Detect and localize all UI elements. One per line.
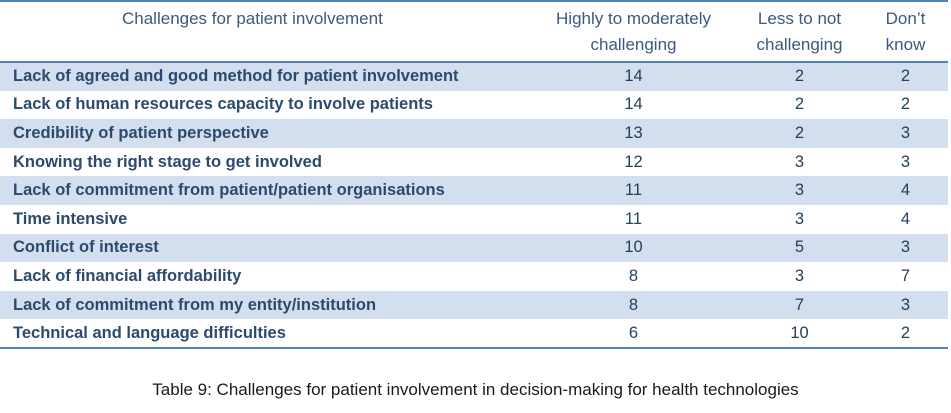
table-caption: Table 9: Challenges for patient involvem… (152, 380, 799, 399)
table-row: Knowing the right stage to get involved … (0, 148, 948, 177)
row-label: Lack of financial affordability (13, 266, 242, 285)
table-row: Lack of human resources capacity to invo… (0, 91, 948, 120)
table-row: Lack of agreed and good method for patie… (0, 62, 948, 91)
header-highly-challenging: Highly to moderately challenging (531, 1, 736, 62)
header-highly-line2: challenging (590, 35, 677, 54)
row-label: Lack of commitment from patient/patient … (13, 181, 445, 200)
challenges-table-container: Challenges for patient involvement Highl… (0, 1, 948, 348)
cell-less: 2 (794, 123, 805, 142)
row-label: Credibility of patient perspective (13, 123, 269, 142)
row-label: Conflict of interest (13, 238, 159, 257)
table-row: Lack of financial affordability 8 3 7 (0, 262, 948, 291)
cell-dont-know: 2 (900, 323, 911, 342)
table-row: Lack of commitment from patient/patient … (0, 176, 948, 205)
cell-less: 3 (794, 209, 805, 228)
header-challenges: Challenges for patient involvement (122, 9, 383, 28)
cell-less: 2 (794, 67, 805, 86)
header-dont-know-line2: know (885, 35, 926, 54)
cell-less: 3 (794, 152, 805, 171)
cell-less: 10 (790, 323, 809, 342)
cell-highly: 14 (624, 67, 643, 86)
cell-less: 7 (794, 295, 805, 314)
cell-highly: 14 (624, 95, 643, 114)
cell-dont-know: 3 (900, 123, 911, 142)
row-label: Lack of agreed and good method for patie… (13, 67, 459, 86)
table-body: Lack of agreed and good method for patie… (0, 62, 948, 348)
cell-highly: 11 (624, 209, 643, 228)
cell-less: 3 (794, 181, 805, 200)
header-less-line2: challenging (756, 35, 843, 54)
cell-dont-know: 2 (900, 95, 911, 114)
cell-highly: 10 (624, 238, 643, 257)
challenges-table: Challenges for patient involvement Highl… (0, 1, 948, 348)
cell-dont-know: 7 (900, 266, 911, 285)
header-dont-know: Don’t know (863, 1, 948, 62)
cell-highly: 8 (628, 295, 639, 314)
cell-dont-know: 4 (900, 181, 911, 200)
row-label: Lack of commitment from my entity/instit… (13, 295, 377, 314)
header-highly-line1: Highly to moderately (556, 9, 711, 28)
cell-less: 2 (794, 95, 805, 114)
row-label: Lack of human resources capacity to invo… (13, 95, 433, 114)
cell-dont-know: 3 (900, 152, 911, 171)
cell-dont-know: 2 (900, 67, 911, 86)
cell-dont-know: 3 (900, 238, 911, 257)
table-row: Technical and language difficulties 6 10… (0, 319, 948, 348)
row-label: Time intensive (13, 209, 128, 228)
table-header: Challenges for patient involvement Highl… (0, 1, 948, 62)
cell-highly: 8 (628, 266, 639, 285)
header-less-line1: Less to not (757, 9, 842, 28)
cell-less: 5 (794, 238, 805, 257)
cell-dont-know: 4 (900, 209, 911, 228)
table-row: Time intensive 11 3 4 (0, 205, 948, 234)
table-row: Credibility of patient perspective 13 2 … (0, 119, 948, 148)
table-row: Conflict of interest 10 5 3 (0, 233, 948, 263)
header-less-challenging: Less to not challenging (736, 1, 863, 62)
cell-highly: 11 (624, 181, 643, 200)
table-row: Lack of commitment from my entity/instit… (0, 290, 948, 320)
cell-highly: 6 (628, 323, 639, 342)
cell-dont-know: 3 (900, 295, 911, 314)
cell-highly: 13 (624, 123, 643, 142)
row-label: Knowing the right stage to get involved (13, 152, 322, 171)
cell-highly: 12 (624, 152, 643, 171)
header-row: Challenges for patient involvement Highl… (0, 1, 948, 62)
cell-less: 3 (794, 266, 805, 285)
row-label: Technical and language difficulties (13, 323, 286, 342)
header-dont-know-line1: Don’t (885, 9, 926, 28)
